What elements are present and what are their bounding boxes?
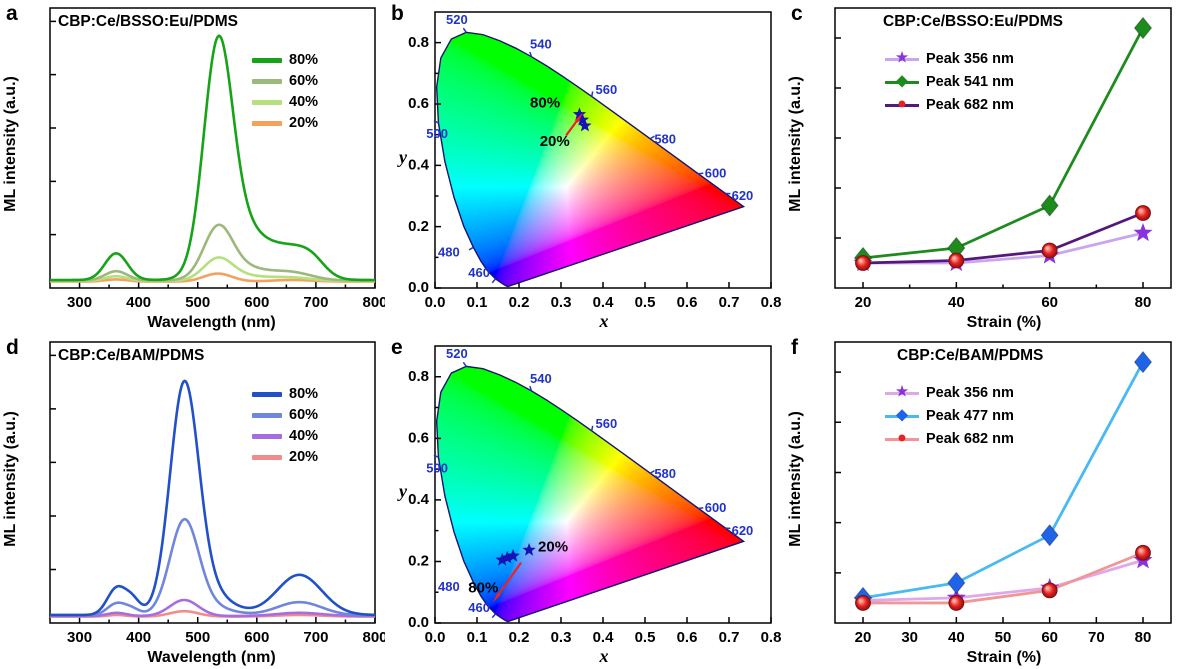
legend-item: ★ Peak 356 nm <box>885 50 1014 68</box>
panel-d: d CBP:Ce/BAM/PDMS Wavelength (nm) ML int… <box>0 334 385 669</box>
spectrum-chart-a <box>0 0 385 334</box>
diamond-marker-icon: ◆ <box>895 406 909 424</box>
diamond-marker-icon: ◆ <box>895 72 909 90</box>
panel-letter-d: d <box>6 336 19 359</box>
panel-title-d: CBP:Ce/BAM/PDMS <box>58 347 205 364</box>
legend-swatch-40 <box>252 99 282 105</box>
legend-line <box>885 392 919 395</box>
legend-item: 80% <box>252 386 318 402</box>
legend-item: 20% <box>252 115 318 131</box>
legend-key: ● <box>885 96 919 114</box>
legend-swatch-40 <box>252 433 282 439</box>
legend-item: ◆ Peak 541 nm <box>885 73 1014 91</box>
circle-marker-icon: ● <box>897 95 907 113</box>
x-axis-label-a: Wavelength (nm) <box>147 314 276 331</box>
panel-c: c CBP:Ce/BSSO:Eu/PDMS Strain (%) ML inte… <box>785 0 1185 334</box>
x-axis-label-e: x <box>599 646 609 666</box>
legend-item: ★ Peak 356 nm <box>885 384 1014 402</box>
legend-swatch-60 <box>252 412 282 418</box>
legend-item: ◆ Peak 477 nm <box>885 407 1014 425</box>
legend-label: Peak 477 nm <box>926 408 1014 424</box>
legend-swatch-60 <box>252 78 282 84</box>
legend-item: 80% <box>252 52 318 68</box>
legend-label: 20% <box>289 449 319 465</box>
legend-item: 20% <box>252 449 318 465</box>
legend-a: 80% 60% 40% 20% <box>252 52 318 131</box>
y-axis-label-text: ML intensity (a.u.) <box>2 76 19 212</box>
x-axis-label-c: Strain (%) <box>966 314 1042 331</box>
legend-label: Peak 541 nm <box>926 74 1014 90</box>
legend-item: 60% <box>252 407 318 423</box>
star-marker-icon: ★ <box>894 383 910 401</box>
panel-title-f: CBP:Ce/BAM/PDMS <box>897 347 1044 364</box>
y-axis-label-a: ML intensity (a.u.) <box>0 0 22 288</box>
y-axis-label-b: y <box>399 146 407 167</box>
legend-line <box>885 81 919 84</box>
panel-letter-f: f <box>791 336 798 359</box>
y-axis-label-text: ML intensity (a.u.) <box>787 76 804 212</box>
legend-label: 80% <box>289 52 319 68</box>
legend-item: 40% <box>252 94 318 110</box>
legend-item: ● Peak 682 nm <box>885 430 1014 448</box>
legend-label: 20% <box>289 115 319 131</box>
legend-swatch-80 <box>252 391 282 397</box>
legend-key: ★ <box>885 50 919 68</box>
panel-letter-c: c <box>791 2 803 25</box>
circle-marker-icon: ● <box>897 429 907 447</box>
legend-line <box>885 58 919 61</box>
legend-swatch-20 <box>252 120 282 126</box>
cie-diagram-b <box>385 0 785 334</box>
panel-f: f CBP:Ce/BAM/PDMS Strain (%) ML intensit… <box>785 334 1185 669</box>
legend-item: 60% <box>252 73 318 89</box>
spectrum-chart-d <box>0 334 385 669</box>
legend-label: 40% <box>289 94 319 110</box>
legend-line <box>885 104 919 107</box>
legend-key: ● <box>885 430 919 448</box>
legend-label: 60% <box>289 73 319 89</box>
legend-swatch-80 <box>252 57 282 63</box>
star-marker-icon: ★ <box>894 49 910 67</box>
legend-swatch-20 <box>252 454 282 460</box>
panel-e: e x y <box>385 334 785 669</box>
legend-c: ★ Peak 356 nm ◆ Peak 541 nm ● Peak 682 n… <box>885 50 1014 114</box>
legend-label: 60% <box>289 407 319 423</box>
legend-item: 40% <box>252 428 318 444</box>
x-axis-label-b: x <box>599 311 609 331</box>
panel-letter-b: b <box>391 2 404 25</box>
legend-line <box>885 438 919 441</box>
panel-title-c: CBP:Ce/BSSO:Eu/PDMS <box>883 13 1063 30</box>
y-axis-label-text: ML intensity (a.u.) <box>787 410 804 547</box>
x-axis-label-f: Strain (%) <box>966 649 1042 666</box>
legend-key: ◆ <box>885 407 919 425</box>
panel-b: b x y <box>385 0 785 334</box>
legend-label: Peak 682 nm <box>926 431 1014 447</box>
x-axis-label-d: Wavelength (nm) <box>147 649 276 666</box>
panel-letter-e: e <box>391 336 403 359</box>
strain-chart-f <box>785 334 1185 669</box>
y-axis-label-d: ML intensity (a.u.) <box>0 334 22 623</box>
legend-key: ★ <box>885 384 919 402</box>
y-axis-label-c: ML intensity (a.u.) <box>785 0 807 288</box>
y-axis-label-text: ML intensity (a.u.) <box>2 410 19 547</box>
legend-label: Peak 682 nm <box>926 97 1014 113</box>
y-axis-label-f: ML intensity (a.u.) <box>785 334 807 623</box>
cie-diagram-e <box>385 334 785 669</box>
strain-chart-c <box>785 0 1185 334</box>
legend-d: 80% 60% 40% 20% <box>252 386 318 465</box>
legend-label: 40% <box>289 428 319 444</box>
legend-item: ● Peak 682 nm <box>885 96 1014 114</box>
legend-line <box>885 415 919 418</box>
legend-label: 80% <box>289 386 319 402</box>
legend-f: ★ Peak 356 nm ◆ Peak 477 nm ● Peak 682 n… <box>885 384 1014 448</box>
y-axis-label-e: y <box>399 481 407 502</box>
legend-label: Peak 356 nm <box>926 385 1014 401</box>
legend-label: Peak 356 nm <box>926 51 1014 67</box>
panel-a: a CBP:Ce/BSSO:Eu/PDMS Wavelength (nm) ML… <box>0 0 385 334</box>
panel-letter-a: a <box>6 2 18 25</box>
legend-key: ◆ <box>885 73 919 91</box>
panel-title-a: CBP:Ce/BSSO:Eu/PDMS <box>58 13 238 30</box>
